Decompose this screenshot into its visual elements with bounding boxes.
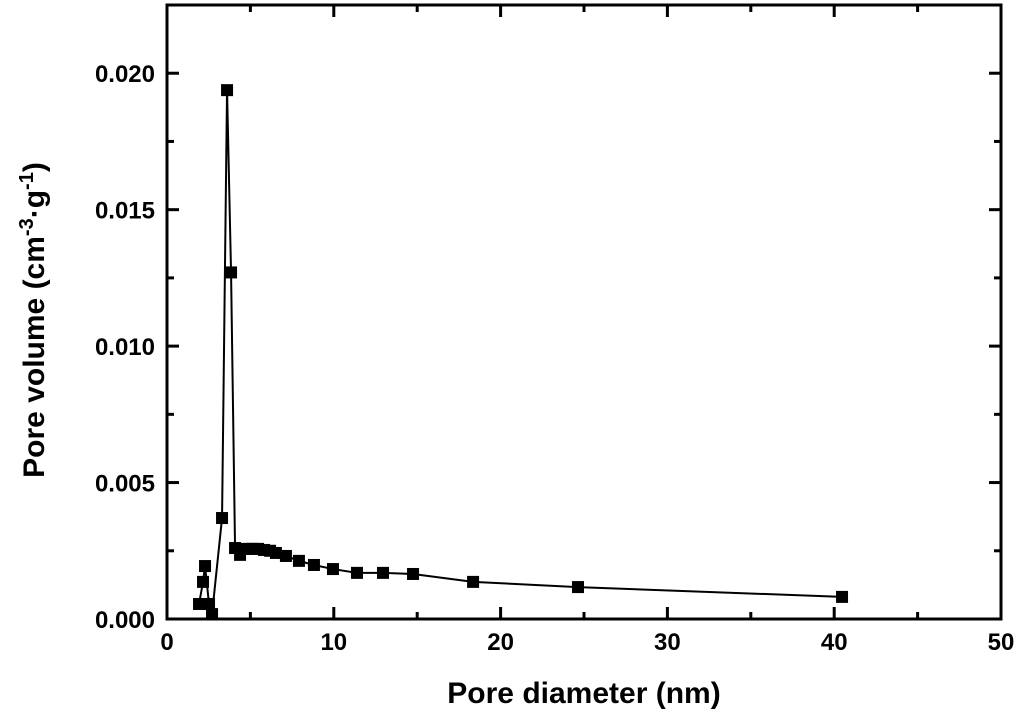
y-axis-label: Pore volume (cm-3·g-1)	[16, 162, 51, 478]
data-point	[350, 566, 363, 579]
x-tick-label: 50	[988, 629, 1015, 656]
data-point	[221, 84, 234, 97]
data-point	[279, 549, 292, 562]
x-tick-label: 20	[487, 629, 514, 656]
x-axis-label: Pore diameter (nm)	[447, 677, 720, 710]
y-axis-label-sup: -3	[16, 218, 38, 236]
data-point	[467, 575, 480, 588]
data-line	[198, 90, 843, 615]
data-point	[377, 566, 390, 579]
data-point	[225, 266, 238, 279]
y-tick-label: 0.010	[95, 334, 155, 361]
y-axis-label-part: Pore volume (cm	[18, 236, 51, 478]
data-point	[292, 554, 305, 567]
data-point	[836, 590, 849, 603]
y-axis-label-sup: -1	[16, 172, 38, 190]
data-point	[216, 512, 229, 525]
data-point	[307, 558, 320, 571]
x-tick-label: 10	[320, 629, 347, 656]
x-tick-label: 40	[821, 629, 848, 656]
plot-frame	[165, 3, 1003, 621]
y-axis-label-part: ·g	[18, 190, 51, 218]
data-point	[199, 560, 212, 573]
data-point	[326, 563, 339, 576]
data-point	[203, 597, 216, 610]
data-point	[193, 597, 206, 610]
y-axis-label-part: )	[18, 162, 51, 172]
y-tick-label: 0.020	[95, 61, 155, 88]
x-tick-label: 0	[160, 629, 173, 656]
data-point	[269, 546, 282, 559]
y-tick-label: 0.000	[95, 607, 155, 634]
data-point	[407, 567, 420, 580]
data-point	[197, 575, 210, 588]
data-point	[206, 608, 219, 621]
y-tick-label: 0.015	[95, 198, 155, 225]
x-tick-label: 30	[654, 629, 681, 656]
data-point	[571, 581, 584, 594]
y-tick-label: 0.005	[95, 471, 155, 498]
